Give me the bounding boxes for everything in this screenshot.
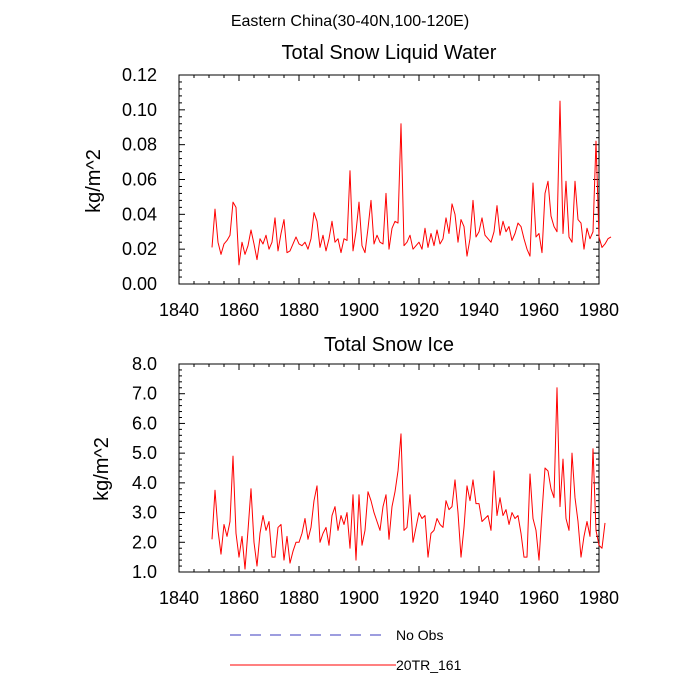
x-tick-label: 1880 xyxy=(279,588,319,608)
y-tick-label: 2.0 xyxy=(132,532,157,552)
x-tick-label: 1940 xyxy=(459,300,499,320)
y-tick-label: 0.00 xyxy=(122,274,157,294)
x-tick-label: 1940 xyxy=(459,588,499,608)
legend: No Obs 20TR_161 xyxy=(230,627,462,673)
x-tick-label: 1880 xyxy=(279,300,319,320)
x-tick-label: 1900 xyxy=(339,300,379,320)
axes: 1840 1860 1880 1900 1920 1940 1960 1980 1.0 2.0 3.… xyxy=(132,354,619,608)
y-tick-label: 4.0 xyxy=(132,473,157,493)
x-tick-label: 1840 xyxy=(159,300,199,320)
x-tick-label: 1960 xyxy=(519,588,559,608)
x-tick-label: 1860 xyxy=(219,588,259,608)
series-line-20tr-161 xyxy=(211,100,612,266)
legend-label-20tr-161: 20TR_161 xyxy=(396,657,462,673)
y-tick-label: 0.02 xyxy=(122,239,157,259)
y-axis-label: kg/m^2 xyxy=(91,437,113,501)
legend-label-no-obs: No Obs xyxy=(396,627,443,643)
x-tick-label: 1980 xyxy=(579,588,619,608)
x-tick-label: 1980 xyxy=(579,300,619,320)
y-tick-label: 0.10 xyxy=(122,100,157,120)
y-tick-label: 5.0 xyxy=(132,443,157,463)
y-tick-label: 0.12 xyxy=(122,65,157,85)
panel-title: Total Snow Ice xyxy=(324,334,454,356)
panel-title: Total Snow Liquid Water xyxy=(282,42,497,64)
y-tick-label: 1.0 xyxy=(132,562,157,582)
y-tick-label: 7.0 xyxy=(132,384,157,404)
y-axis-label: kg/m^2 xyxy=(83,149,105,213)
axes: 1840 1860 1880 1900 1920 1940 1960 1980 0.00 0.02… xyxy=(122,65,619,320)
y-tick-label: 8.0 xyxy=(132,354,157,374)
x-tick-label: 1860 xyxy=(219,300,259,320)
x-tick-label: 1920 xyxy=(399,300,439,320)
series-line-20tr-161 xyxy=(211,387,606,570)
x-tick-label: 1960 xyxy=(519,300,559,320)
x-tick-label: 1920 xyxy=(399,588,439,608)
panel-snow-ice: Total Snow Ice kg/m^2 1840 1860 1880 1900 19… xyxy=(91,334,619,608)
y-tick-label: 0.04 xyxy=(122,204,157,224)
y-tick-label: 6.0 xyxy=(132,413,157,433)
x-tick-label: 1900 xyxy=(339,588,379,608)
y-tick-label: 3.0 xyxy=(132,503,157,523)
panel-snow-liquid-water: Total Snow Liquid Water kg/m^2 1840 1860 1… xyxy=(83,42,619,320)
x-tick-label: 1840 xyxy=(159,588,199,608)
plot-frame xyxy=(178,74,600,285)
series-group xyxy=(211,387,606,570)
y-tick-label: 0.06 xyxy=(122,170,157,190)
figure-title: Eastern China(30-40N,100-120E) xyxy=(231,13,469,30)
series-group xyxy=(211,100,612,266)
y-tick-label: 0.08 xyxy=(122,135,157,155)
